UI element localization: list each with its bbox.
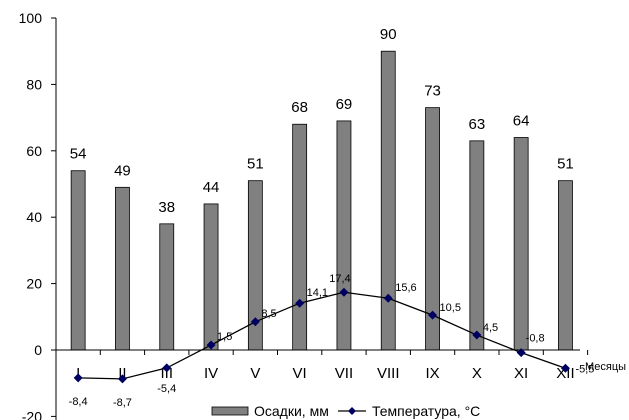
precipitation-bars <box>70 50 573 351</box>
y-axis: -20 0 20 40 60 80 100 <box>19 10 57 420</box>
x-tick-label: VIII <box>377 365 400 382</box>
temperature-value-label: 1,5 <box>217 331 232 343</box>
temperature-value-label: -8,4 <box>69 396 88 408</box>
precipitation-bar <box>469 140 485 351</box>
temperature-polyline <box>78 291 566 380</box>
bar-value-label: 38 <box>158 199 175 216</box>
data-labels: 54 49 38 44 51 68 69 90 73 63 64 51 -8,4 -8,7 -5,4 1,5 8… <box>69 26 595 409</box>
bar-value-label: 64 <box>513 113 530 130</box>
precipitation-bar <box>336 120 352 351</box>
x-tick-label: IX <box>425 365 439 382</box>
legend: Осадки, мм Температура, °С <box>211 403 480 419</box>
temperature-point <box>250 317 260 327</box>
temperature-value-label: -5,4 <box>157 383 176 395</box>
x-tick-label: X <box>472 365 482 382</box>
temperature-value-label: -5,5 <box>575 363 594 375</box>
bar-value-label: 63 <box>469 116 486 133</box>
y-tick-label: 60 <box>26 143 42 159</box>
temperature-point <box>162 363 172 373</box>
temperature-line <box>73 287 570 384</box>
temperature-point <box>73 373 83 383</box>
precipitation-bar <box>159 223 175 351</box>
legend-bar-swatch <box>211 406 249 416</box>
precipitation-bar <box>70 170 86 351</box>
bar-value-label: 69 <box>336 96 353 113</box>
precipitation-bar <box>513 137 529 351</box>
x-tick-label: XI <box>514 365 528 382</box>
temperature-value-label: 4,5 <box>483 322 498 334</box>
precipitation-bar <box>115 186 130 351</box>
temperature-point <box>472 330 482 340</box>
temperature-point <box>383 293 393 303</box>
bar-value-label: 51 <box>557 156 574 173</box>
bar-value-label: 90 <box>380 26 397 43</box>
x-tick-label: IV <box>204 365 218 382</box>
bar-value-label: 49 <box>114 162 131 179</box>
temperature-value-label: 15,6 <box>395 282 416 294</box>
x-tick-label: V <box>250 365 260 382</box>
temperature-value-label: 8,5 <box>261 308 276 320</box>
x-tick-label: XII <box>556 365 574 382</box>
precipitation-bar <box>558 180 573 351</box>
x-tick-label: VI <box>293 365 307 382</box>
bar-value-label: 68 <box>291 99 308 116</box>
y-tick-label: 100 <box>19 10 43 26</box>
y-tick-label: 40 <box>26 209 42 225</box>
bar-value-label: 73 <box>424 83 441 100</box>
temperature-point <box>206 340 216 350</box>
temperature-value-label: 17,4 <box>329 273 350 285</box>
y-tick-label: 0 <box>34 342 42 358</box>
temperature-value-label: 10,5 <box>440 302 461 314</box>
bar-value-label: 54 <box>70 146 87 163</box>
x-tick-label: VII <box>335 365 353 382</box>
precipitation-bar <box>292 123 308 351</box>
legend-bar-label: Осадки, мм <box>254 403 329 419</box>
temperature-point <box>516 348 526 358</box>
legend-line-label: Температура, °С <box>372 403 480 419</box>
temperature-point <box>428 310 438 320</box>
precipitation-bar <box>380 50 396 351</box>
y-tick-label: -20 <box>22 408 42 420</box>
bar-value-label: 44 <box>203 179 220 196</box>
temperature-point <box>295 298 305 308</box>
bar-value-label: 51 <box>247 156 264 173</box>
x-tick-label: II <box>118 365 126 382</box>
temperature-value-label: -8,7 <box>113 397 132 409</box>
temperature-value-label: -0,8 <box>526 333 545 345</box>
y-tick-label: 80 <box>26 76 42 92</box>
temperature-point <box>339 287 349 297</box>
temperature-point <box>560 363 570 373</box>
precipitation-bar <box>203 203 219 351</box>
x-axis: IIIIIIIVVVIVIIVIIIIXXXIXIIМесяцы <box>55 349 626 382</box>
temperature-value-label: 14,1 <box>307 287 328 299</box>
temperature-point <box>117 374 127 384</box>
legend-line-marker <box>348 407 356 415</box>
y-tick-label: 20 <box>26 276 42 292</box>
x-axis-title: Месяцы <box>585 361 626 373</box>
